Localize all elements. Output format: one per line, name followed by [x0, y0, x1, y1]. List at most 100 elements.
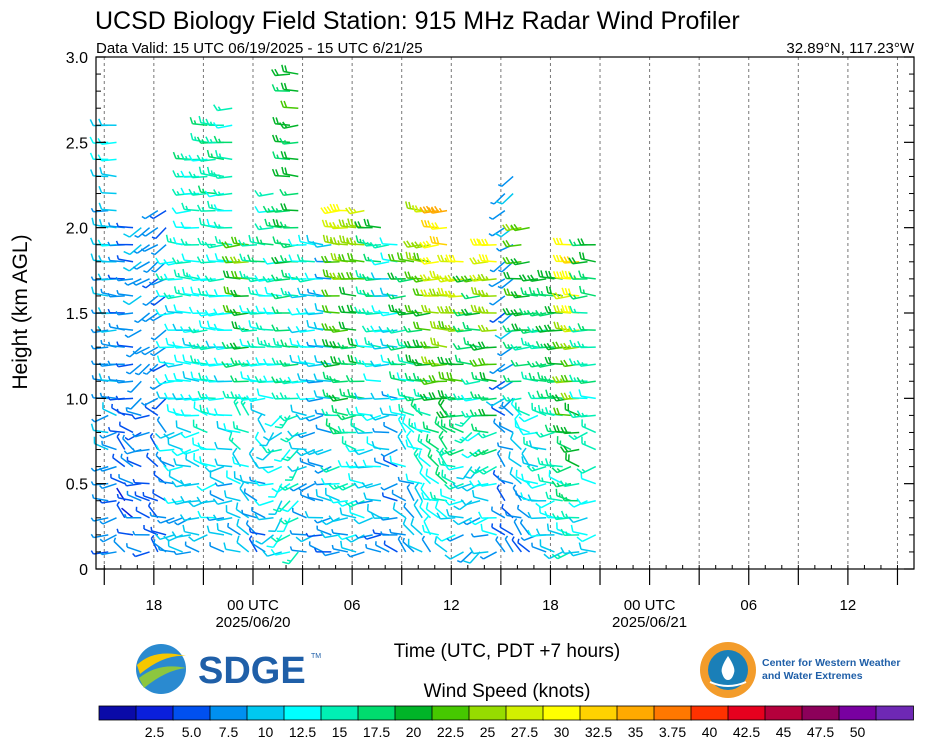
wind-barb [372, 427, 390, 434]
wind-barb [271, 256, 291, 265]
wind-barb [199, 456, 216, 468]
wind-barb [264, 414, 283, 427]
wind-barb [531, 402, 547, 417]
wind-barb [414, 481, 423, 502]
wind-barb [262, 446, 282, 454]
wind-barb [279, 482, 299, 491]
wind-barb [434, 501, 448, 519]
wind-barb [296, 340, 315, 348]
wind-barb [150, 295, 167, 306]
wind-barb [205, 118, 224, 127]
wind-barb [445, 254, 464, 263]
wind-barb [107, 341, 125, 348]
wind-barb [428, 392, 448, 400]
wind-barb [197, 237, 216, 246]
wind-barb [270, 548, 291, 556]
wind-barb [116, 501, 126, 519]
wind-barb [173, 286, 192, 297]
wind-barb [536, 287, 555, 297]
wind-barb [230, 270, 249, 280]
wind-barb [488, 278, 506, 288]
wind-barb [371, 440, 390, 451]
wind-barb [213, 408, 233, 417]
wind-barb [180, 238, 200, 246]
x-tick-label: 18 [145, 597, 162, 614]
wind-barb [353, 448, 373, 456]
wind-barb [521, 456, 539, 468]
wind-barb [121, 507, 134, 519]
wind-barb [463, 337, 481, 348]
wind-barb [495, 536, 506, 553]
wind-barb [454, 354, 472, 365]
sdge-logo-text: SDGE [198, 650, 306, 692]
wind-barb [422, 421, 439, 434]
wind-barb [383, 456, 398, 468]
wind-barb [216, 420, 233, 434]
wind-barb [387, 253, 406, 263]
wind-barb [168, 469, 183, 485]
wind-barb [289, 483, 307, 492]
wind-barb [338, 321, 357, 331]
cw3e-water-drop-icon [700, 642, 756, 698]
wind-barb [126, 456, 142, 468]
wind-barb [167, 437, 183, 451]
time-gridlines [103, 57, 898, 569]
wind-barb [338, 253, 357, 263]
wind-barb [221, 241, 241, 249]
wind-barb [247, 254, 266, 263]
wind-barb [444, 551, 464, 560]
wind-barb [182, 371, 200, 382]
wind-barb [132, 346, 150, 355]
wind-barb [315, 489, 332, 502]
wind-barb [452, 517, 473, 526]
wind-barb [304, 510, 324, 519]
wind-barb [280, 339, 299, 348]
wind-barb [370, 392, 390, 400]
wind-barb [489, 363, 506, 375]
wind-barb [406, 483, 415, 502]
wind-barb [581, 436, 597, 451]
sdge-logo-tm: TM [311, 653, 321, 660]
wind-barb [452, 325, 472, 333]
wind-barb [295, 325, 315, 333]
wind-barb [510, 343, 530, 351]
wind-barb [204, 359, 225, 367]
wind-barb [280, 100, 299, 109]
wind-barb [551, 513, 572, 521]
wind-barb [346, 252, 365, 263]
wind-barb [225, 505, 241, 519]
x-tick-date-label: 2025/06/21 [612, 614, 687, 631]
wind-barb [132, 261, 150, 270]
wind-barb [480, 523, 497, 536]
wind-barb [345, 445, 365, 453]
wind-barb [126, 490, 142, 502]
wind-barb [401, 415, 415, 434]
y-tick-label: 1.0 [66, 391, 88, 408]
wind-barb [491, 523, 506, 536]
wind-barb [134, 491, 150, 502]
wind-barb [251, 506, 266, 519]
wind-barb [517, 538, 531, 553]
wind-barb [163, 292, 183, 300]
wind-barb [223, 542, 241, 553]
wind-barb [212, 514, 233, 522]
wind-barb [418, 450, 431, 468]
wind-barb [346, 237, 365, 246]
wind-barb [407, 538, 423, 553]
wind-barb [149, 209, 167, 220]
wind-barb [511, 536, 522, 553]
wind-barb [355, 534, 373, 539]
wind-barb [305, 397, 324, 403]
wind-barb [561, 287, 580, 297]
wind-barb [154, 533, 175, 541]
wind-barb [425, 468, 440, 485]
wind-barb [560, 493, 580, 502]
wind-barb [513, 518, 523, 536]
wind-barb [456, 551, 473, 563]
wind-barb [320, 360, 340, 368]
wind-barb [212, 121, 233, 129]
wind-barb [485, 397, 506, 407]
wind-barb [404, 304, 423, 314]
wind-barb [295, 413, 316, 421]
wind-barb [560, 528, 580, 537]
